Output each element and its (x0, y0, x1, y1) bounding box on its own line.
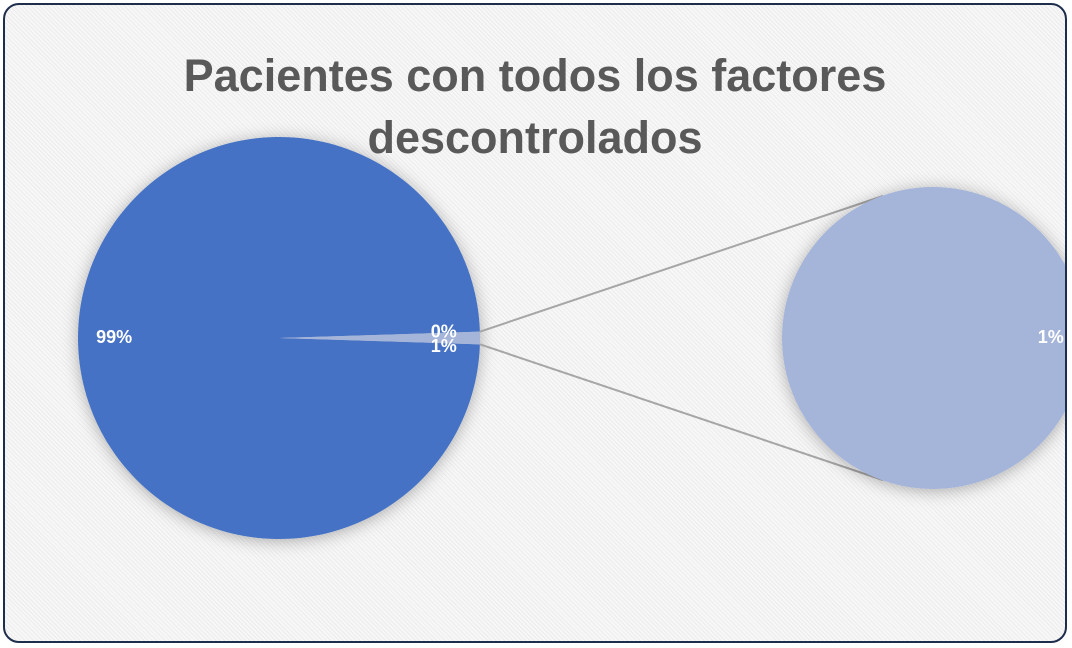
chart-title: Pacientes con todos los factores descont… (183, 50, 887, 163)
data-label: 99% (96, 327, 132, 347)
data-label: 1% (431, 336, 457, 356)
chart: 99% 0%1% 1% (77, 137, 1065, 540)
pie-slice (279, 331, 481, 345)
connector-line (479, 343, 884, 481)
pie-slice (782, 187, 1065, 489)
chart-frame: 99% 0% 1% 1% Pacientes con todos los factor… (3, 3, 1067, 643)
data-label: 1% (1038, 327, 1064, 347)
connector-line (479, 195, 884, 333)
secondary-pie (782, 187, 1065, 489)
pie-slice (77, 137, 480, 540)
data-label: 0% (431, 322, 457, 342)
main-pie (77, 137, 481, 540)
